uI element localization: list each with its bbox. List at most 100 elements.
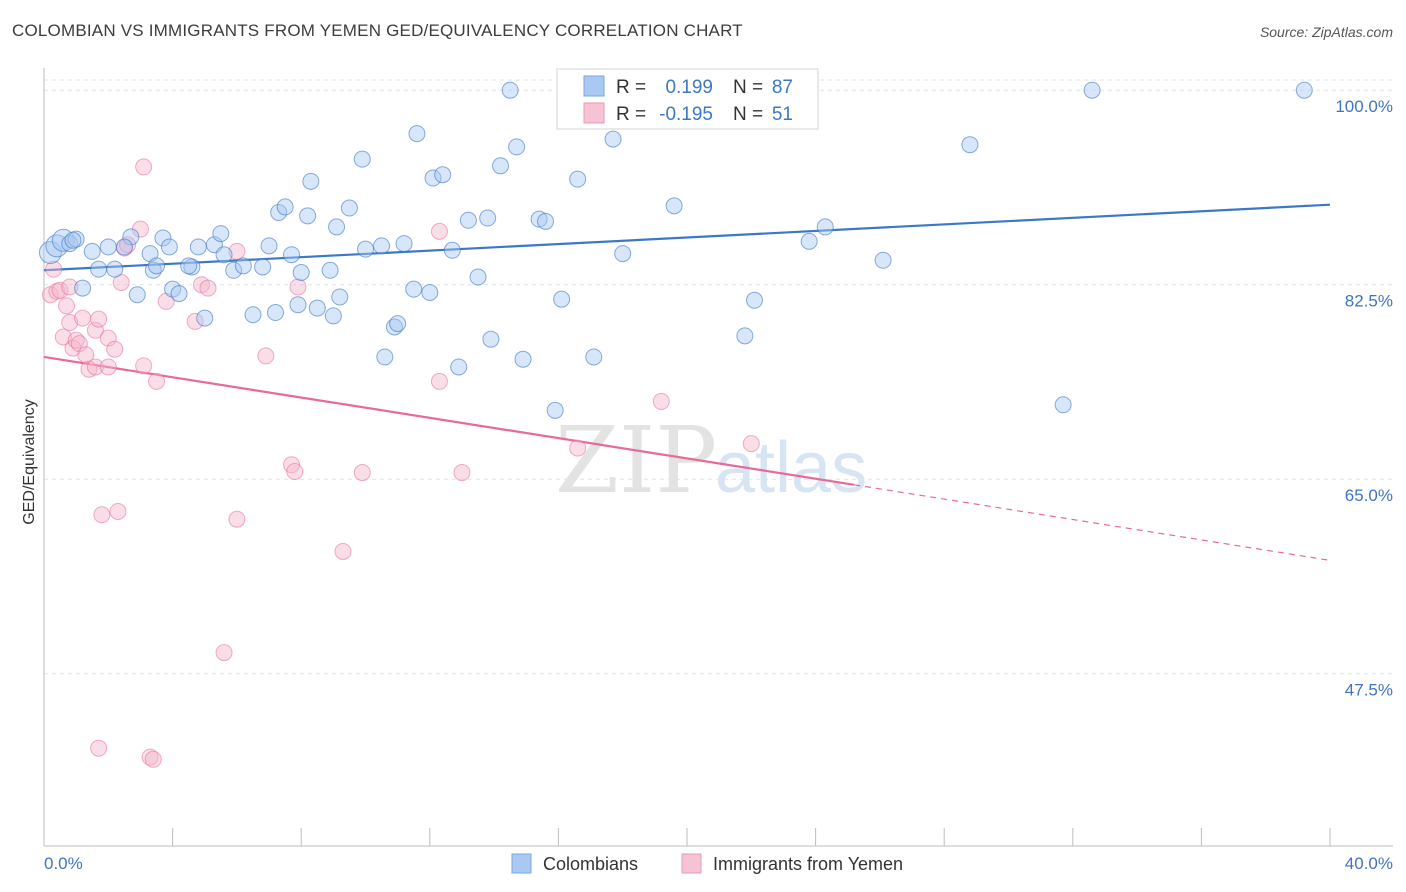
trend-line-colombians	[43, 203, 1331, 272]
data-point-yemen	[61, 278, 79, 296]
data-point-yemen	[90, 739, 108, 757]
data-point-colombians	[874, 251, 892, 269]
data-point-colombians	[328, 218, 346, 236]
data-point-colombians	[90, 260, 108, 278]
data-point-colombians	[212, 225, 230, 243]
data-point-colombians	[154, 229, 172, 247]
data-point-yemen	[99, 358, 117, 376]
data-point-yemen	[144, 750, 162, 768]
data-point-colombians	[800, 232, 818, 250]
data-point-colombians	[389, 315, 407, 333]
watermark-zip: ZIP	[555, 407, 717, 514]
data-point-colombians	[74, 279, 92, 297]
data-point-colombians	[289, 296, 307, 314]
data-point-colombians	[38, 240, 62, 264]
data-point-colombians	[148, 257, 166, 275]
data-point-yemen	[77, 346, 95, 364]
data-point-colombians	[106, 260, 124, 278]
data-point-yemen	[74, 309, 92, 327]
data-point-yemen	[80, 360, 98, 378]
legend-label-colombians: Colombians	[543, 854, 638, 874]
legend-label-yemen: Immigrants from Yemen	[713, 854, 903, 874]
gridlines	[44, 79, 1393, 675]
stats-legend-swatch-pink	[583, 102, 605, 124]
data-point-colombians	[736, 327, 754, 345]
data-point-yemen	[106, 340, 124, 358]
data-point-colombians	[308, 299, 326, 317]
stats-legend: R = 0.199 N = 87 R = -0.195 N = 51	[556, 68, 819, 130]
data-point-colombians	[302, 172, 320, 190]
data-point-colombians	[569, 170, 587, 188]
data-point-colombians	[357, 240, 374, 258]
data-point-yemen	[93, 506, 111, 524]
axes	[43, 68, 1393, 847]
legend-swatch-yemen	[681, 853, 702, 874]
data-point-colombians	[353, 150, 371, 168]
data-point-yemen	[199, 279, 217, 297]
data-point-yemen	[257, 347, 275, 365]
chart-title: COLOMBIAN VS IMMIGRANTS FROM YEMEN GED/E…	[12, 21, 743, 40]
data-point-colombians	[215, 246, 233, 264]
data-point-colombians	[283, 246, 301, 264]
data-point-colombians	[514, 350, 532, 368]
data-point-yemen	[90, 310, 108, 328]
data-point-yemen	[569, 439, 587, 457]
data-point-colombians	[961, 136, 979, 154]
data-point-yemen	[286, 462, 304, 480]
data-point-yemen	[742, 435, 760, 453]
data-point-yemen	[215, 644, 233, 662]
data-point-colombians	[64, 231, 82, 249]
legend-swatch-colombians	[511, 853, 532, 874]
x-tick-label: 0.0%	[44, 854, 83, 873]
data-point-yemen	[141, 748, 159, 766]
data-point-colombians	[746, 291, 764, 309]
data-point-colombians	[1054, 396, 1072, 414]
data-point-colombians	[537, 212, 555, 230]
data-point-colombians	[585, 348, 603, 366]
data-point-yemen	[54, 328, 72, 346]
tick-labels: 100.0% 82.5% 65.0% 47.5% 0.0% 40.0%	[44, 97, 1393, 873]
series-legend: Colombians Immigrants from Yemen	[511, 853, 903, 874]
data-point-colombians	[408, 125, 426, 143]
data-point-colombians	[614, 245, 632, 263]
data-point-colombians	[421, 284, 439, 302]
data-point-yemen	[135, 357, 153, 375]
data-points	[38, 81, 1313, 768]
data-point-colombians	[266, 304, 284, 322]
data-point-colombians	[160, 238, 178, 256]
data-point-colombians	[122, 228, 140, 246]
data-point-yemen	[289, 278, 307, 296]
data-point-colombians	[665, 197, 683, 215]
data-point-yemen	[186, 312, 204, 330]
data-point-yemen	[135, 158, 153, 176]
data-point-colombians	[459, 211, 477, 229]
stats-n-value-1: 87	[772, 77, 793, 98]
data-point-colombians	[244, 306, 262, 324]
data-point-colombians	[189, 238, 207, 256]
data-point-colombians	[180, 257, 198, 275]
data-point-colombians	[83, 242, 101, 260]
data-point-colombians	[450, 358, 468, 376]
data-point-colombians	[115, 238, 133, 256]
trend-lines	[43, 203, 1331, 561]
data-point-colombians	[292, 264, 310, 282]
data-point-colombians	[331, 288, 349, 306]
data-point-yemen	[86, 358, 104, 376]
data-point-colombians	[434, 166, 452, 184]
data-point-colombians	[508, 138, 526, 156]
data-point-yemen	[652, 392, 670, 410]
data-point-colombians	[99, 238, 117, 256]
data-point-yemen	[430, 372, 448, 390]
data-point-yemen	[353, 464, 371, 482]
data-point-colombians	[1295, 81, 1313, 99]
data-point-colombians	[196, 309, 214, 327]
data-point-colombians	[546, 401, 564, 419]
y-tick-label: 100.0%	[1335, 97, 1393, 116]
y-tick-label: 65.0%	[1345, 486, 1393, 505]
data-point-colombians	[260, 237, 278, 255]
stats-r-value-1: 0.199	[665, 77, 713, 98]
data-point-colombians	[1083, 81, 1101, 99]
data-point-yemen	[148, 372, 166, 390]
y-axis-label: GED/Equivalency	[21, 399, 38, 524]
